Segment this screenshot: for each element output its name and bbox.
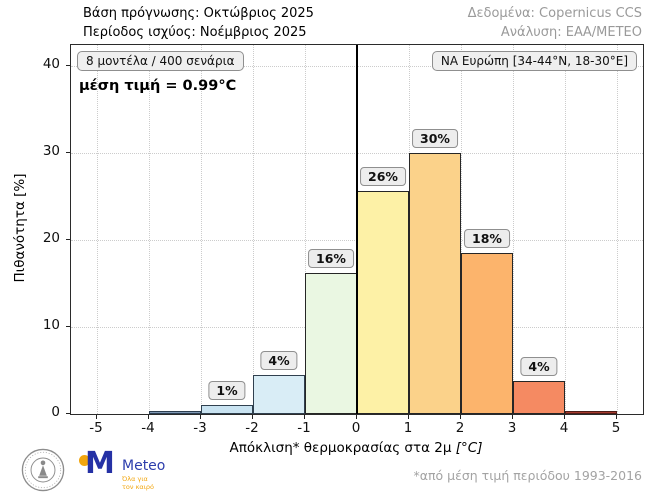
bar-value-label: 30%	[412, 128, 458, 148]
header-forecast-base: Βάση πρόγνωσης: Οκτώβριος 2025	[83, 6, 314, 21]
meteo-dot-icon	[79, 455, 90, 466]
meteo-tagline-line2: τον καιρό	[122, 483, 155, 492]
y-axis-title: Πιθανότητα [%]	[12, 173, 28, 283]
x-tick-label: -4	[141, 420, 155, 436]
y-tick-mark	[66, 64, 70, 66]
meteo-logo: M Meteo Όλα για τον καιρό	[78, 446, 188, 494]
x-axis-title: Απόκλιση* θερμοκρασίας στα 2μ [°C]	[70, 440, 642, 456]
x-axis-title-text: Απόκλιση* θερμοκρασίας στα 2μ	[229, 440, 452, 456]
x-tick-label: -1	[297, 420, 311, 436]
y-tick-mark	[66, 413, 70, 414]
header-valid-period: Περίοδος ισχύος: Νοέμβριος 2025	[83, 25, 307, 40]
x-tick-label: -5	[89, 420, 103, 436]
mean-value-text: μέση τιμή = 0.99°C	[79, 78, 237, 94]
grid-line-vertical	[201, 45, 202, 414]
x-tick-label: -3	[193, 420, 207, 436]
x-tick-label: 2	[455, 420, 465, 436]
y-tick-label: 10	[42, 316, 60, 333]
y-tick-label: 40	[42, 55, 60, 72]
histogram-bar	[513, 380, 565, 414]
bar-value-label: 18%	[464, 229, 510, 248]
x-tick-mark	[200, 415, 201, 419]
x-tick-mark	[304, 415, 305, 419]
x-tick-label: -2	[245, 420, 259, 436]
y-tick-label: 30	[42, 142, 60, 159]
x-tick-mark	[252, 415, 253, 419]
plot-area: 8 μοντέλα / 400 σενάρια μέση τιμή = 0.99…	[70, 44, 644, 415]
x-tick-label: 1	[403, 420, 413, 436]
bar-value-label: 1%	[208, 381, 246, 401]
y-tick-label: 0	[51, 404, 60, 420]
grid-line-vertical	[305, 45, 306, 414]
y-tick-mark	[66, 151, 70, 153]
models-count-badge: 8 μοντέλα / 400 σενάρια	[77, 51, 244, 71]
x-tick-label: 3	[507, 420, 517, 436]
histogram-bar	[305, 273, 357, 414]
grid-line-vertical	[253, 45, 254, 414]
histogram-bar	[253, 374, 305, 414]
y-tick-mark	[66, 238, 70, 240]
histogram-bar	[201, 405, 253, 414]
grid-line-vertical	[565, 45, 566, 414]
zero-reference-line	[356, 45, 358, 414]
histogram-bar	[409, 152, 461, 414]
meteo-wordmark: Meteo	[122, 458, 166, 474]
bar-value-label: 4%	[520, 356, 558, 376]
x-tick-label: 0	[351, 420, 361, 436]
bar-value-label: 16%	[308, 249, 354, 269]
bar-value-label: 26%	[360, 167, 406, 187]
x-tick-mark	[96, 415, 97, 419]
region-badge: ΝΑ Ευρώπη [34-44°N, 18-30°E]	[431, 51, 637, 71]
footnote: *από μέση τιμή περιόδου 1993-2016	[413, 468, 643, 483]
histogram-bar	[149, 411, 201, 414]
histogram-bar	[357, 191, 409, 414]
grid-line-vertical	[617, 45, 618, 414]
grid-line-vertical	[97, 45, 98, 414]
y-tick-mark	[66, 325, 70, 327]
x-tick-mark	[408, 415, 409, 419]
x-tick-mark	[616, 415, 617, 419]
x-tick-mark	[356, 415, 357, 419]
observatory-seal-logo	[21, 448, 65, 492]
meteo-tagline: Όλα για τον καιρό	[122, 475, 154, 491]
header-data-source: Δεδομένα: Copernicus CCS	[467, 6, 642, 21]
x-tick-label: 4	[559, 420, 569, 436]
x-tick-mark	[512, 415, 513, 419]
x-tick-mark	[460, 415, 461, 419]
x-axis-title-unit: [°C]	[455, 440, 483, 456]
bar-value-label: 4%	[260, 350, 298, 370]
x-tick-mark	[564, 415, 565, 419]
grid-line-vertical	[461, 45, 462, 414]
grid-line-vertical	[149, 45, 150, 414]
x-tick-mark	[148, 415, 149, 419]
meteo-tagline-line1: Όλα για	[122, 475, 148, 483]
histogram-bar	[565, 411, 617, 414]
x-tick-label: 5	[611, 420, 621, 436]
grid-line-vertical	[513, 45, 514, 414]
histogram-bar	[461, 253, 513, 414]
header-analysis: Ανάλυση: ΕΑΑ/ΜΕΤΕΟ	[500, 25, 642, 40]
meteo-m-icon: M	[85, 446, 115, 481]
y-tick-label: 20	[42, 229, 60, 246]
